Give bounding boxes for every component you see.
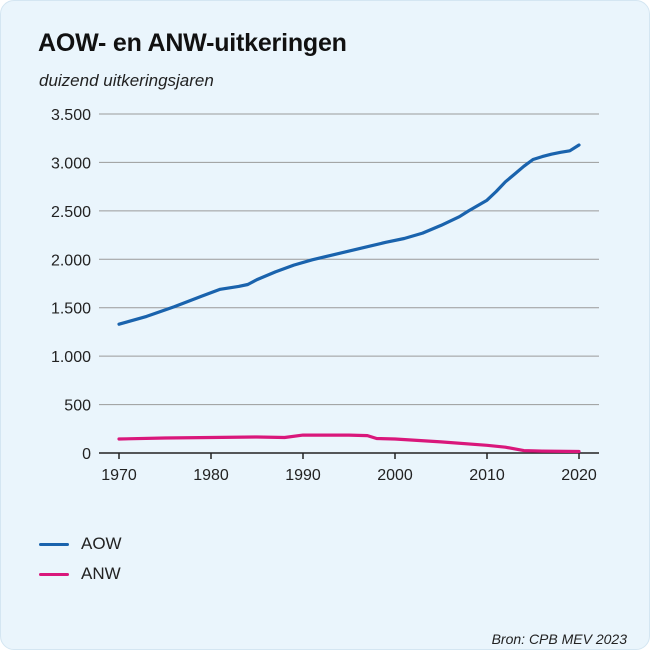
legend-label-aow: AOW [81, 534, 122, 553]
x-axis: 1970 1980 1990 2000 2010 2020 [99, 452, 599, 484]
y-tick-label: 3.500 [51, 107, 91, 124]
gridlines [99, 113, 599, 406]
legend-swatch-aow [39, 542, 69, 546]
x-tick-label: 1990 [285, 467, 321, 484]
y-tick-label: 2.000 [51, 252, 91, 269]
series-line-aow [117, 143, 581, 326]
series-lines [117, 143, 581, 454]
chart-title: AOW- en ANW-uitkeringen [38, 29, 347, 57]
x-tick-label: 2010 [469, 467, 505, 484]
series-line-anw [117, 433, 581, 454]
legend-item-anw: ANW [39, 559, 122, 589]
y-axis-ticks: 0 500 1.000 1.500 2.000 2.500 3.000 3.500 [51, 107, 91, 463]
y-tick-label: 3.000 [51, 155, 91, 172]
y-tick-label: 2.500 [51, 204, 91, 221]
y-tick-label: 1.000 [51, 349, 91, 366]
y-tick-label: 0 [82, 446, 91, 463]
source-note: Bron: CPB MEV 2023 [491, 631, 627, 647]
y-tick-label: 1.500 [51, 301, 91, 318]
x-tick-label: 2000 [377, 467, 413, 484]
x-tick-label: 1980 [193, 467, 229, 484]
legend-item-aow: AOW [39, 529, 122, 559]
chart-subtitle: duizend uitkeringsjaren [39, 71, 214, 90]
legend-label-anw: ANW [81, 564, 121, 583]
legend: AOW ANW [39, 529, 122, 589]
x-tick-label: 1970 [101, 467, 137, 484]
legend-swatch-anw [39, 572, 69, 576]
y-tick-label: 500 [64, 398, 91, 415]
x-tick-label: 2020 [561, 467, 597, 484]
